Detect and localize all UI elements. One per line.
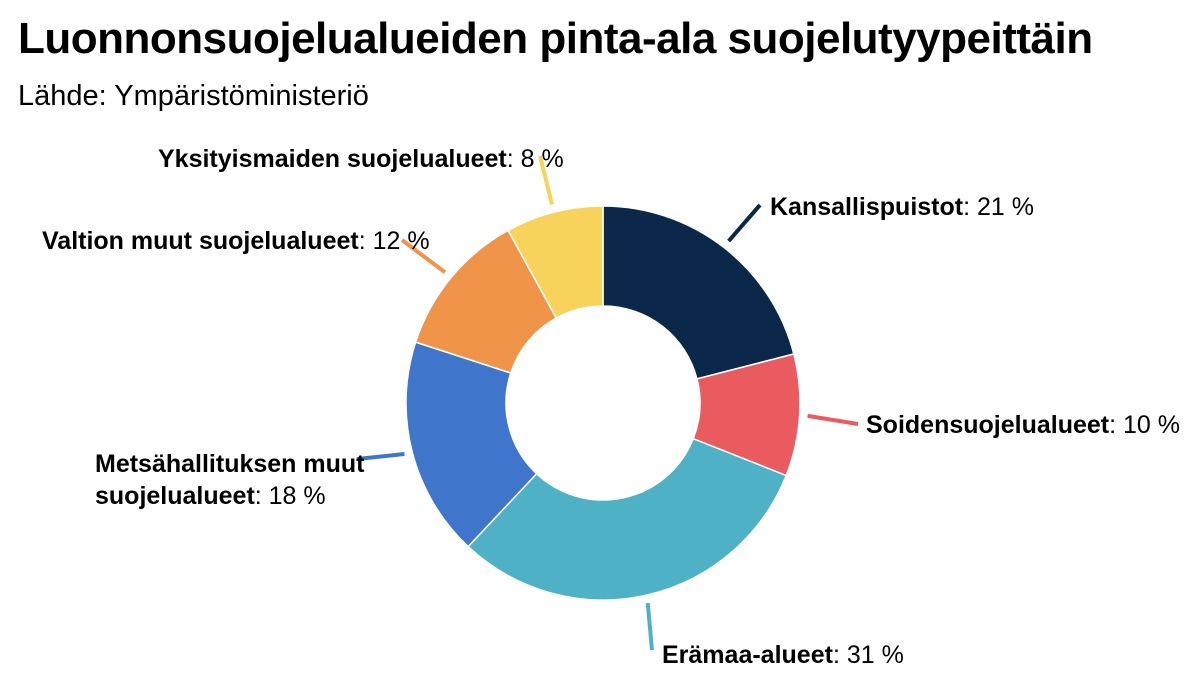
slice-value: : 10 % <box>1109 411 1180 439</box>
slice-name: suojelualueet <box>95 482 255 510</box>
slice-label: Metsähallituksen muut suojelualueet: 18 % <box>95 448 365 512</box>
leader-line <box>727 203 762 243</box>
slice-label: Soidensuojelualueet: 10 % <box>866 409 1180 441</box>
slice-name: Metsähallituksen muut <box>95 450 365 478</box>
leader-line <box>356 451 405 461</box>
slice-name: Erämaa-alueet <box>662 641 833 669</box>
slice-yksityismaiden-suojelualueet <box>507 205 604 320</box>
page-title: Luonnonsuojelualueiden pinta-ala suojelu… <box>18 14 1093 63</box>
slice-name: Valtion muut suojelualueet <box>42 227 359 255</box>
slice-value: : 31 % <box>832 641 904 669</box>
leader-line <box>400 238 447 274</box>
slice-mets-hallituksen-muut-suojelualueet <box>405 341 538 548</box>
slice-label: Yksityismaiden suojelualueet: 8 % <box>158 143 564 175</box>
slice-er-maa-alueet <box>467 437 788 601</box>
slice-label: Kansallispuistot: 21 % <box>770 191 1034 223</box>
slice-name: Kansallispuistot <box>770 193 964 221</box>
slice-name: Yksityismaiden suojelualueet <box>158 145 507 173</box>
leader-line <box>645 602 654 651</box>
slice-value: : 18 % <box>254 482 326 510</box>
slice-value: : 21 % <box>963 193 1034 221</box>
leader-line <box>538 155 554 205</box>
slice-label: Valtion muut suojelualueet: 12 % <box>42 225 430 257</box>
leader-line <box>807 413 859 426</box>
slice-label: Erämaa-alueet: 31 % <box>662 639 904 671</box>
slice-value: : 12 % <box>358 227 430 255</box>
chart-source: Lähde: Ympäristöministeriö <box>18 80 369 112</box>
slice-name: Soidensuojelualueet <box>866 411 1110 439</box>
slice-value: : 8 % <box>506 145 564 173</box>
slice-kansallispuistot <box>602 205 795 380</box>
